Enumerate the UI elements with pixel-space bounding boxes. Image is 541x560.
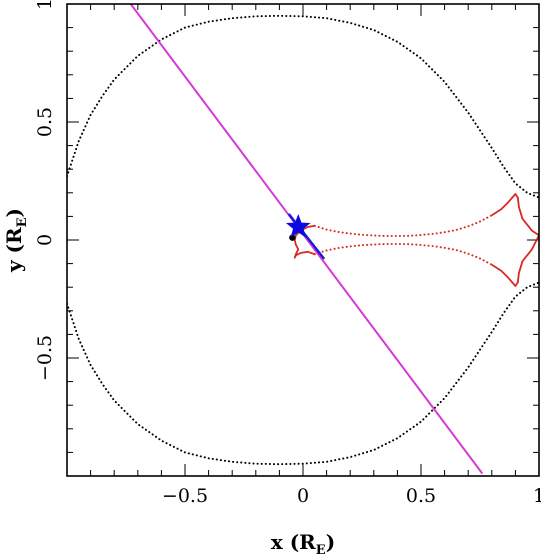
plot-frame [66,3,540,477]
x-tick-label: 1 [533,485,541,507]
y-tick-label: 1 [34,0,56,10]
y-tick-label: 0 [34,234,56,246]
caustic-upper-fold [313,214,493,237]
critical-curve-upper [67,14,539,199]
y-tick-label: 0.5 [34,107,56,137]
lens-point [289,234,296,241]
y-tick-label: −0.5 [34,335,56,381]
x-tick-label: −0.5 [162,485,208,507]
x-tick-labels: −0.5 0 0.5 1 [162,485,541,507]
source-track-segment [287,213,326,260]
plot-curves [67,4,539,475]
minor-ticks [66,3,540,477]
caustic-lower-fold [313,243,493,266]
source-trajectory-line [129,4,484,475]
x-tick-label: 0 [297,485,309,507]
x-axis-label: x (RE) [271,530,335,555]
y-tick-labels: −0.5 0 0.5 1 [34,0,56,381]
source-star [285,214,311,238]
critical-curve-lower [67,281,539,466]
caustic-right-cusps [491,193,539,287]
x-tick-label: 0.5 [406,485,436,507]
major-ticks [67,3,540,476]
y-axis-label: y (RE) [2,208,30,273]
